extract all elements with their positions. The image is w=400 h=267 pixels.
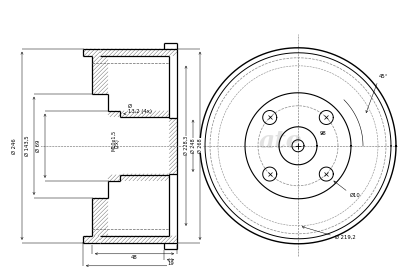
Text: ate: ate bbox=[258, 129, 302, 153]
Text: Ø 69: Ø 69 bbox=[36, 140, 40, 152]
Text: Ø 246: Ø 246 bbox=[12, 138, 16, 154]
Text: Ø 268: Ø 268 bbox=[198, 139, 202, 153]
Text: Ø 219,2: Ø 219,2 bbox=[335, 234, 356, 239]
Text: (2x): (2x) bbox=[115, 138, 120, 148]
Text: 13,2 (4x): 13,2 (4x) bbox=[128, 109, 152, 114]
Text: 19: 19 bbox=[167, 261, 174, 266]
Text: Ø10: Ø10 bbox=[349, 193, 360, 198]
Text: Ø: Ø bbox=[128, 104, 132, 109]
Text: Ø 143,5: Ø 143,5 bbox=[24, 135, 30, 156]
Text: 480078: 480078 bbox=[275, 5, 333, 19]
Text: 98: 98 bbox=[320, 131, 327, 136]
Text: Ø 248: Ø 248 bbox=[190, 139, 196, 153]
Text: 48: 48 bbox=[131, 255, 138, 260]
Text: 45°: 45° bbox=[379, 74, 388, 79]
Text: Ø 228,3: Ø 228,3 bbox=[184, 136, 188, 155]
Text: 24.0222-8018.1: 24.0222-8018.1 bbox=[110, 5, 234, 19]
Text: M10x1,5: M10x1,5 bbox=[111, 130, 116, 151]
